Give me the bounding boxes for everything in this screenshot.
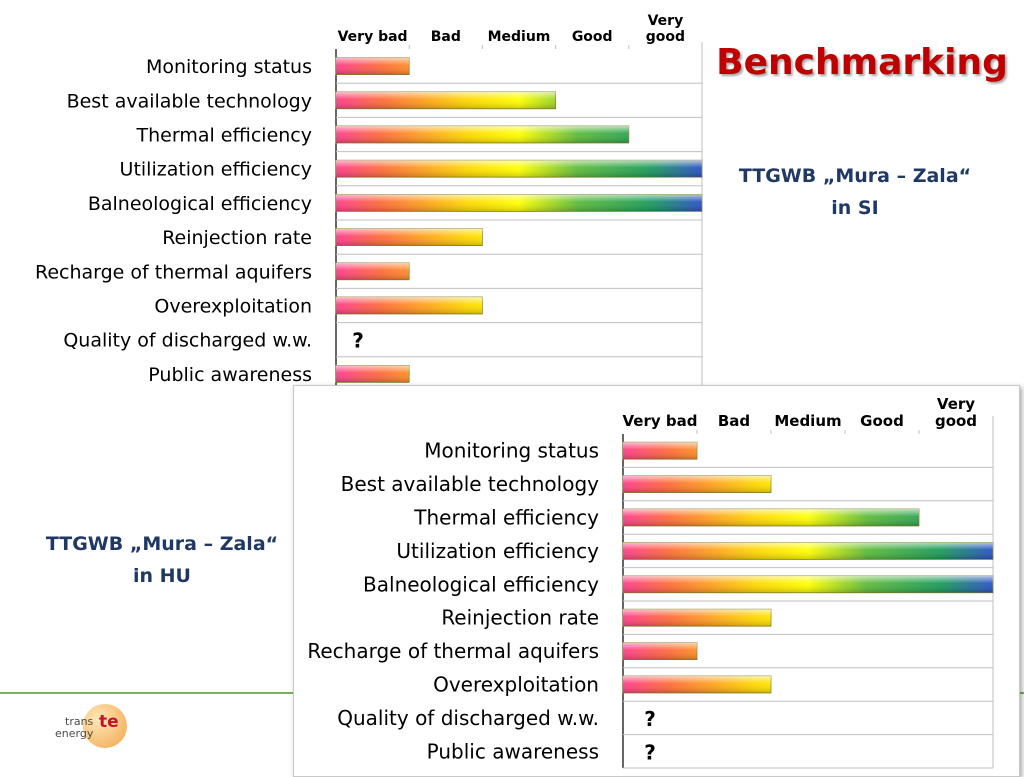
hu-category-label: Public awareness bbox=[427, 739, 599, 763]
hu-unknown-marker: ? bbox=[644, 740, 656, 764]
hu-category-label: Recharge of thermal aquifers bbox=[307, 639, 599, 663]
transenergy-logo: te trans energy bbox=[55, 704, 127, 760]
si-scale-label: Good bbox=[572, 29, 613, 45]
hu-category-label: Quality of discharged w.w. bbox=[337, 706, 599, 730]
hu-scale-label: Good bbox=[860, 412, 904, 430]
si-category-label: Quality of discharged w.w. bbox=[63, 330, 312, 352]
hu-chart-caption: TTGWB „Mura – Zala“ in HU bbox=[12, 528, 312, 592]
si-category-label: Balneological efficiency bbox=[88, 193, 312, 215]
si-bar-gloss bbox=[336, 126, 629, 143]
si-bar-gloss bbox=[336, 91, 556, 109]
si-scale-label: Medium bbox=[488, 29, 551, 45]
hu-category-label: Best available technology bbox=[341, 472, 599, 496]
si-chart-caption: TTGWB „Mura – Zala“ in SI bbox=[705, 160, 1005, 224]
hu-bar-gloss bbox=[623, 442, 697, 460]
si-caption-line-2: in SI bbox=[831, 197, 879, 219]
hu-bar-gloss bbox=[623, 475, 771, 493]
hu-bar-gloss bbox=[623, 642, 697, 660]
si-bar-gloss bbox=[336, 57, 410, 75]
si-unknown-marker: ? bbox=[352, 329, 364, 353]
hu-bar-gloss bbox=[623, 509, 919, 526]
hu-bar-gloss bbox=[623, 676, 771, 693]
si-caption-line-1: TTGWB „Mura – Zala“ bbox=[738, 165, 972, 187]
si-category-label: Public awareness bbox=[148, 364, 312, 386]
hu-bar-gloss bbox=[623, 542, 993, 560]
si-bar-gloss bbox=[336, 262, 410, 280]
slide-title: Benchmarking bbox=[716, 42, 1008, 83]
logo-mark: te bbox=[99, 712, 119, 732]
si-bar-gloss bbox=[336, 228, 483, 246]
hu-benchmark-chart: Very bad Bad Medium Good Very good Monitoring … bbox=[307, 395, 994, 769]
hu-category-label: Overexploitation bbox=[433, 673, 599, 697]
hu-scale-label: Medium bbox=[774, 412, 841, 430]
hu-scale-label: Bad bbox=[718, 412, 750, 430]
si-category-label: Utilization efficiency bbox=[120, 159, 312, 181]
si-category-label: Recharge of thermal aquifers bbox=[35, 261, 312, 283]
hu-category-label: Utilization efficiency bbox=[396, 539, 599, 563]
hu-bar-gloss bbox=[623, 609, 771, 627]
hu-caption-line-2: in HU bbox=[133, 565, 191, 587]
hu-caption-line-1: TTGWB „Mura – Zala“ bbox=[45, 533, 279, 555]
hu-scale-label: Very bad bbox=[623, 412, 698, 430]
hu-category-label: Thermal efficiency bbox=[413, 506, 599, 530]
logo-text-trans: trans bbox=[65, 715, 94, 728]
hu-category-label: Monitoring status bbox=[424, 439, 599, 463]
si-bar-gloss bbox=[336, 194, 702, 212]
hu-category-label: Balneological efficiency bbox=[363, 572, 599, 596]
si-bar-gloss bbox=[336, 297, 483, 314]
logo-text-energy: energy bbox=[55, 727, 94, 740]
si-category-label: Best available technology bbox=[67, 90, 312, 112]
si-scale-label: Very good bbox=[646, 13, 685, 45]
si-category-label: Overexploitation bbox=[154, 296, 312, 318]
hu-category-label: Reinjection rate bbox=[441, 606, 599, 630]
si-category-label: Thermal efficiency bbox=[136, 125, 313, 147]
si-category-label: Monitoring status bbox=[146, 56, 312, 78]
si-scale-label: Bad bbox=[431, 29, 461, 45]
hu-scale-label: Very good bbox=[935, 395, 977, 430]
logo-circle-icon bbox=[83, 704, 127, 748]
hu-unknown-marker: ? bbox=[644, 707, 656, 731]
hu-chart-panel: Very bad Bad Medium Good Very good Monitoring … bbox=[293, 385, 1020, 777]
si-scale-label: Very bad bbox=[338, 29, 408, 45]
si-bar-gloss bbox=[336, 365, 410, 383]
si-bar-gloss bbox=[336, 160, 702, 178]
hu-bar-gloss bbox=[623, 575, 993, 593]
si-category-label: Reinjection rate bbox=[162, 227, 312, 249]
